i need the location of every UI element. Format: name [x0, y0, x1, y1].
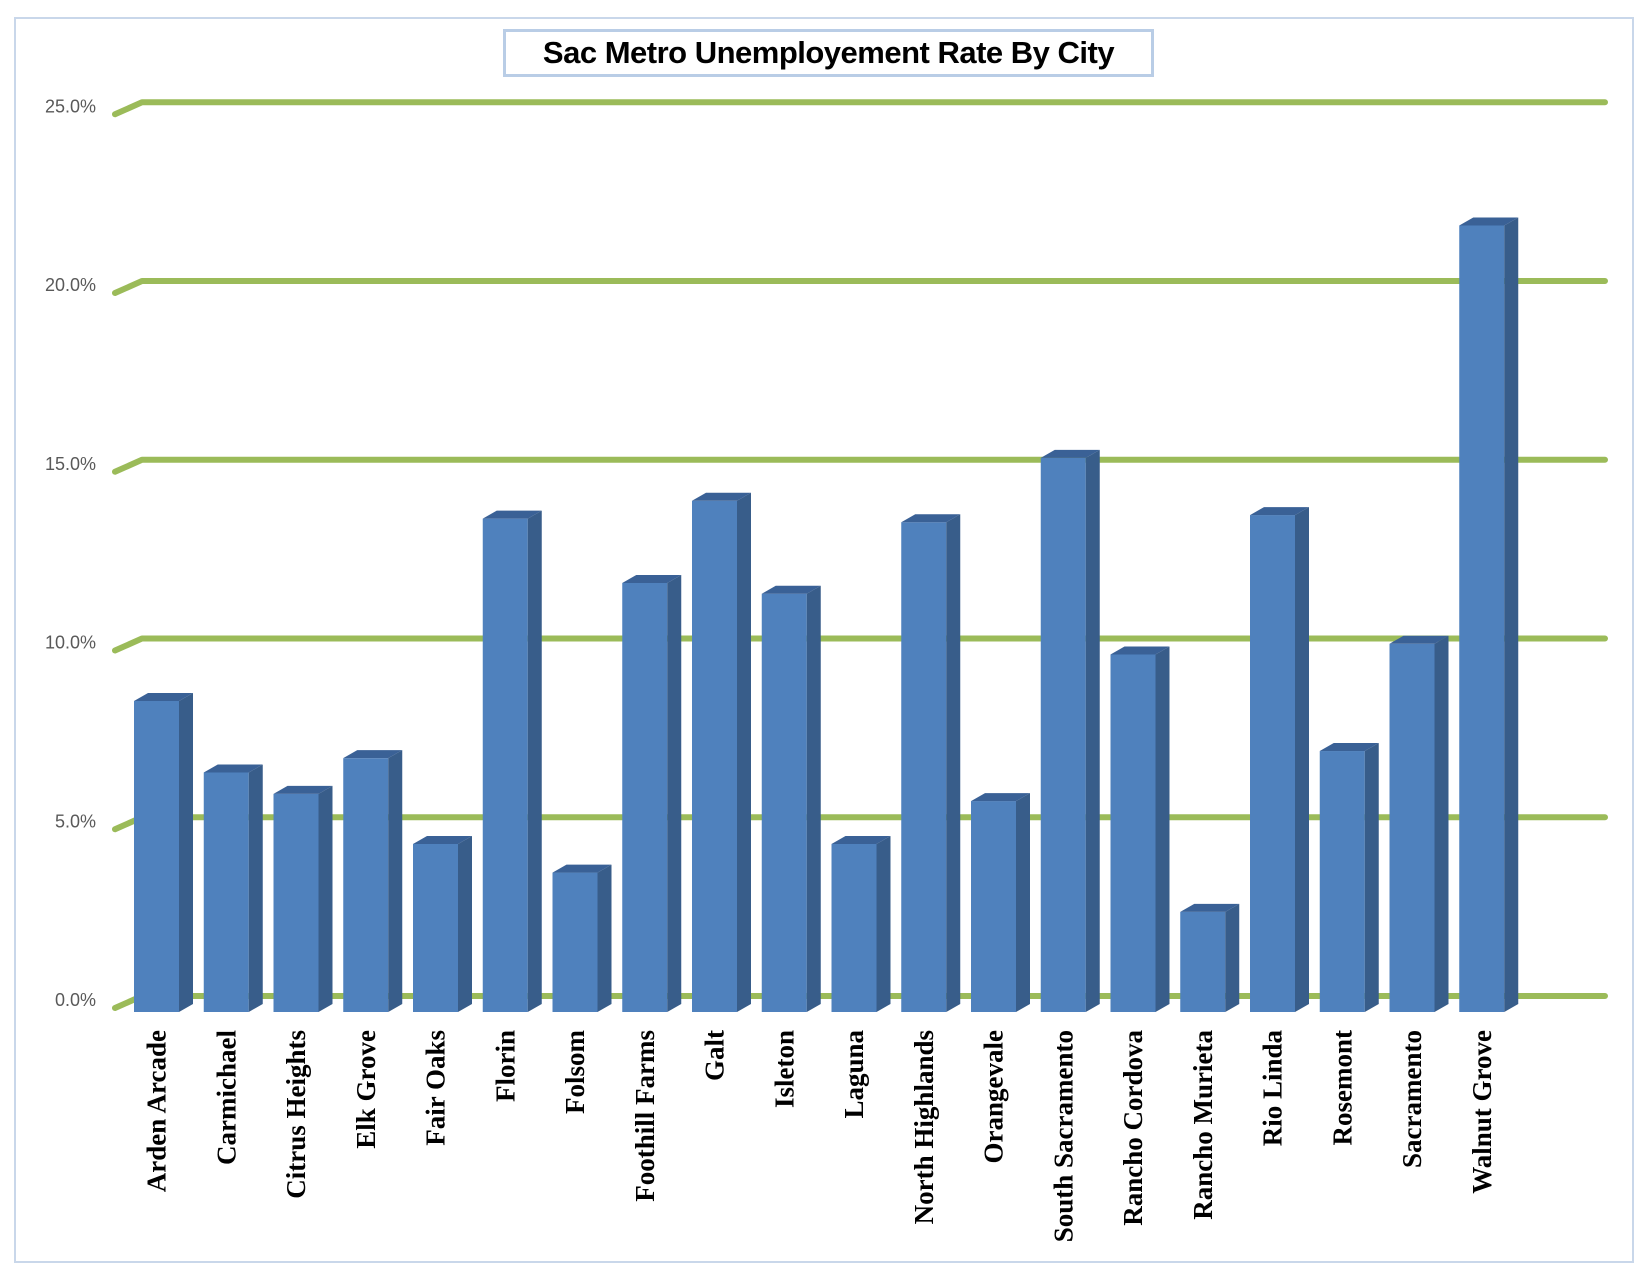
x-tick-label: Rio Linda: [1258, 1030, 1288, 1147]
bar: [971, 801, 1016, 1012]
chart-title-box: Sac Metro Unemployement Rate By City: [503, 29, 1154, 77]
bar-top: [1110, 646, 1170, 655]
x-tick-label: Fair Oaks: [421, 1030, 451, 1146]
bar: [413, 843, 458, 1012]
x-tick-label: Rosemont: [1327, 1030, 1357, 1146]
bar-side: [179, 692, 193, 1012]
bar-top: [134, 692, 193, 701]
y-tick-label: 0.0%: [55, 990, 96, 1010]
bar-top: [901, 514, 961, 523]
bar-side: [458, 835, 472, 1012]
bar: [1180, 911, 1226, 1012]
bar-top: [971, 793, 1030, 802]
bar-top: [413, 835, 472, 844]
gridline: [112, 635, 1608, 654]
y-tick-label: 20.0%: [45, 275, 96, 295]
x-tick-label: South Sacramento: [1048, 1030, 1078, 1242]
bar-top: [1040, 449, 1100, 458]
x-tick-label: Isleton: [769, 1030, 799, 1108]
bar: [552, 872, 598, 1012]
y-tick-label: 25.0%: [45, 96, 96, 116]
gridline: [112, 456, 1608, 475]
bar: [761, 593, 807, 1012]
x-tick-label: Sacramento: [1397, 1030, 1427, 1168]
bar-side: [248, 764, 263, 1012]
bar-top: [343, 750, 403, 759]
bar: [1389, 643, 1435, 1012]
bar-top: [203, 764, 263, 773]
y-tick-label: 10.0%: [45, 633, 96, 653]
bar-side: [1504, 217, 1519, 1012]
bar: [622, 583, 668, 1012]
bar-side: [318, 785, 333, 1012]
gridline: [112, 99, 1608, 118]
bar-side: [737, 492, 751, 1012]
bar-top: [1319, 743, 1379, 752]
bar-side: [1225, 903, 1240, 1012]
bar-side: [1295, 507, 1309, 1012]
gridline: [112, 278, 1608, 296]
y-tick-label: 5.0%: [55, 811, 96, 831]
bar-side: [1155, 646, 1170, 1012]
chart-title: Sac Metro Unemployement Rate By City: [542, 35, 1115, 70]
bar-side: [946, 514, 961, 1012]
bar-side: [388, 750, 403, 1012]
bar-top: [1250, 507, 1309, 516]
bar-side: [1434, 635, 1449, 1012]
bar-top: [622, 575, 682, 583]
x-tick-label: Citrus Heights: [281, 1030, 311, 1199]
bar-top: [552, 864, 612, 873]
bar: [1459, 225, 1505, 1012]
x-tick-label: North Highlands: [909, 1030, 939, 1224]
x-tick-label: Foothill Farms: [630, 1030, 660, 1202]
bar-top: [831, 835, 891, 844]
bar-top: [1180, 903, 1240, 912]
gridline: [112, 814, 1608, 833]
bar-top: [761, 585, 821, 594]
bar-top: [482, 510, 542, 519]
bar: [482, 518, 528, 1012]
bar: [273, 793, 319, 1012]
bar-side: [1016, 793, 1030, 1012]
bar: [1319, 751, 1365, 1012]
x-tick-label: Laguna: [839, 1030, 869, 1119]
bar-top: [273, 785, 333, 794]
bar: [692, 500, 737, 1012]
x-tick-label: Carmichael: [211, 1030, 241, 1165]
x-tick-label: Walnut Grove: [1467, 1030, 1497, 1194]
y-tick-label: 15.0%: [45, 454, 96, 474]
x-tick-label: Arden Arcade: [142, 1030, 172, 1192]
bar-side: [806, 585, 821, 1012]
bar-side: [876, 835, 891, 1012]
bar-top: [1389, 635, 1449, 644]
x-tick-label: Rancho Murieta: [1188, 1030, 1218, 1220]
x-tick-label: Folsom: [560, 1029, 590, 1114]
x-tick-label: Galt: [700, 1030, 730, 1081]
bar: [343, 758, 389, 1012]
x-tick-label: Rancho Cordova: [1118, 1030, 1148, 1226]
bar: [134, 700, 179, 1012]
bar: [203, 772, 249, 1012]
bar-side: [667, 575, 682, 1012]
x-tick-label: Elk Grove: [351, 1030, 381, 1149]
bar: [1250, 515, 1295, 1012]
bar-side: [1085, 449, 1100, 1012]
bar-top: [1459, 217, 1519, 226]
bar: [1110, 654, 1156, 1012]
x-tick-label: Florin: [490, 1030, 520, 1102]
bar: [901, 522, 947, 1012]
bar: [1040, 457, 1086, 1012]
bar-side: [597, 864, 612, 1012]
bar: [831, 843, 877, 1012]
bar-side: [527, 510, 542, 1012]
bar-side: [1364, 743, 1379, 1012]
x-tick-label: Orangevale: [979, 1030, 1009, 1163]
bar-top: [692, 492, 751, 501]
